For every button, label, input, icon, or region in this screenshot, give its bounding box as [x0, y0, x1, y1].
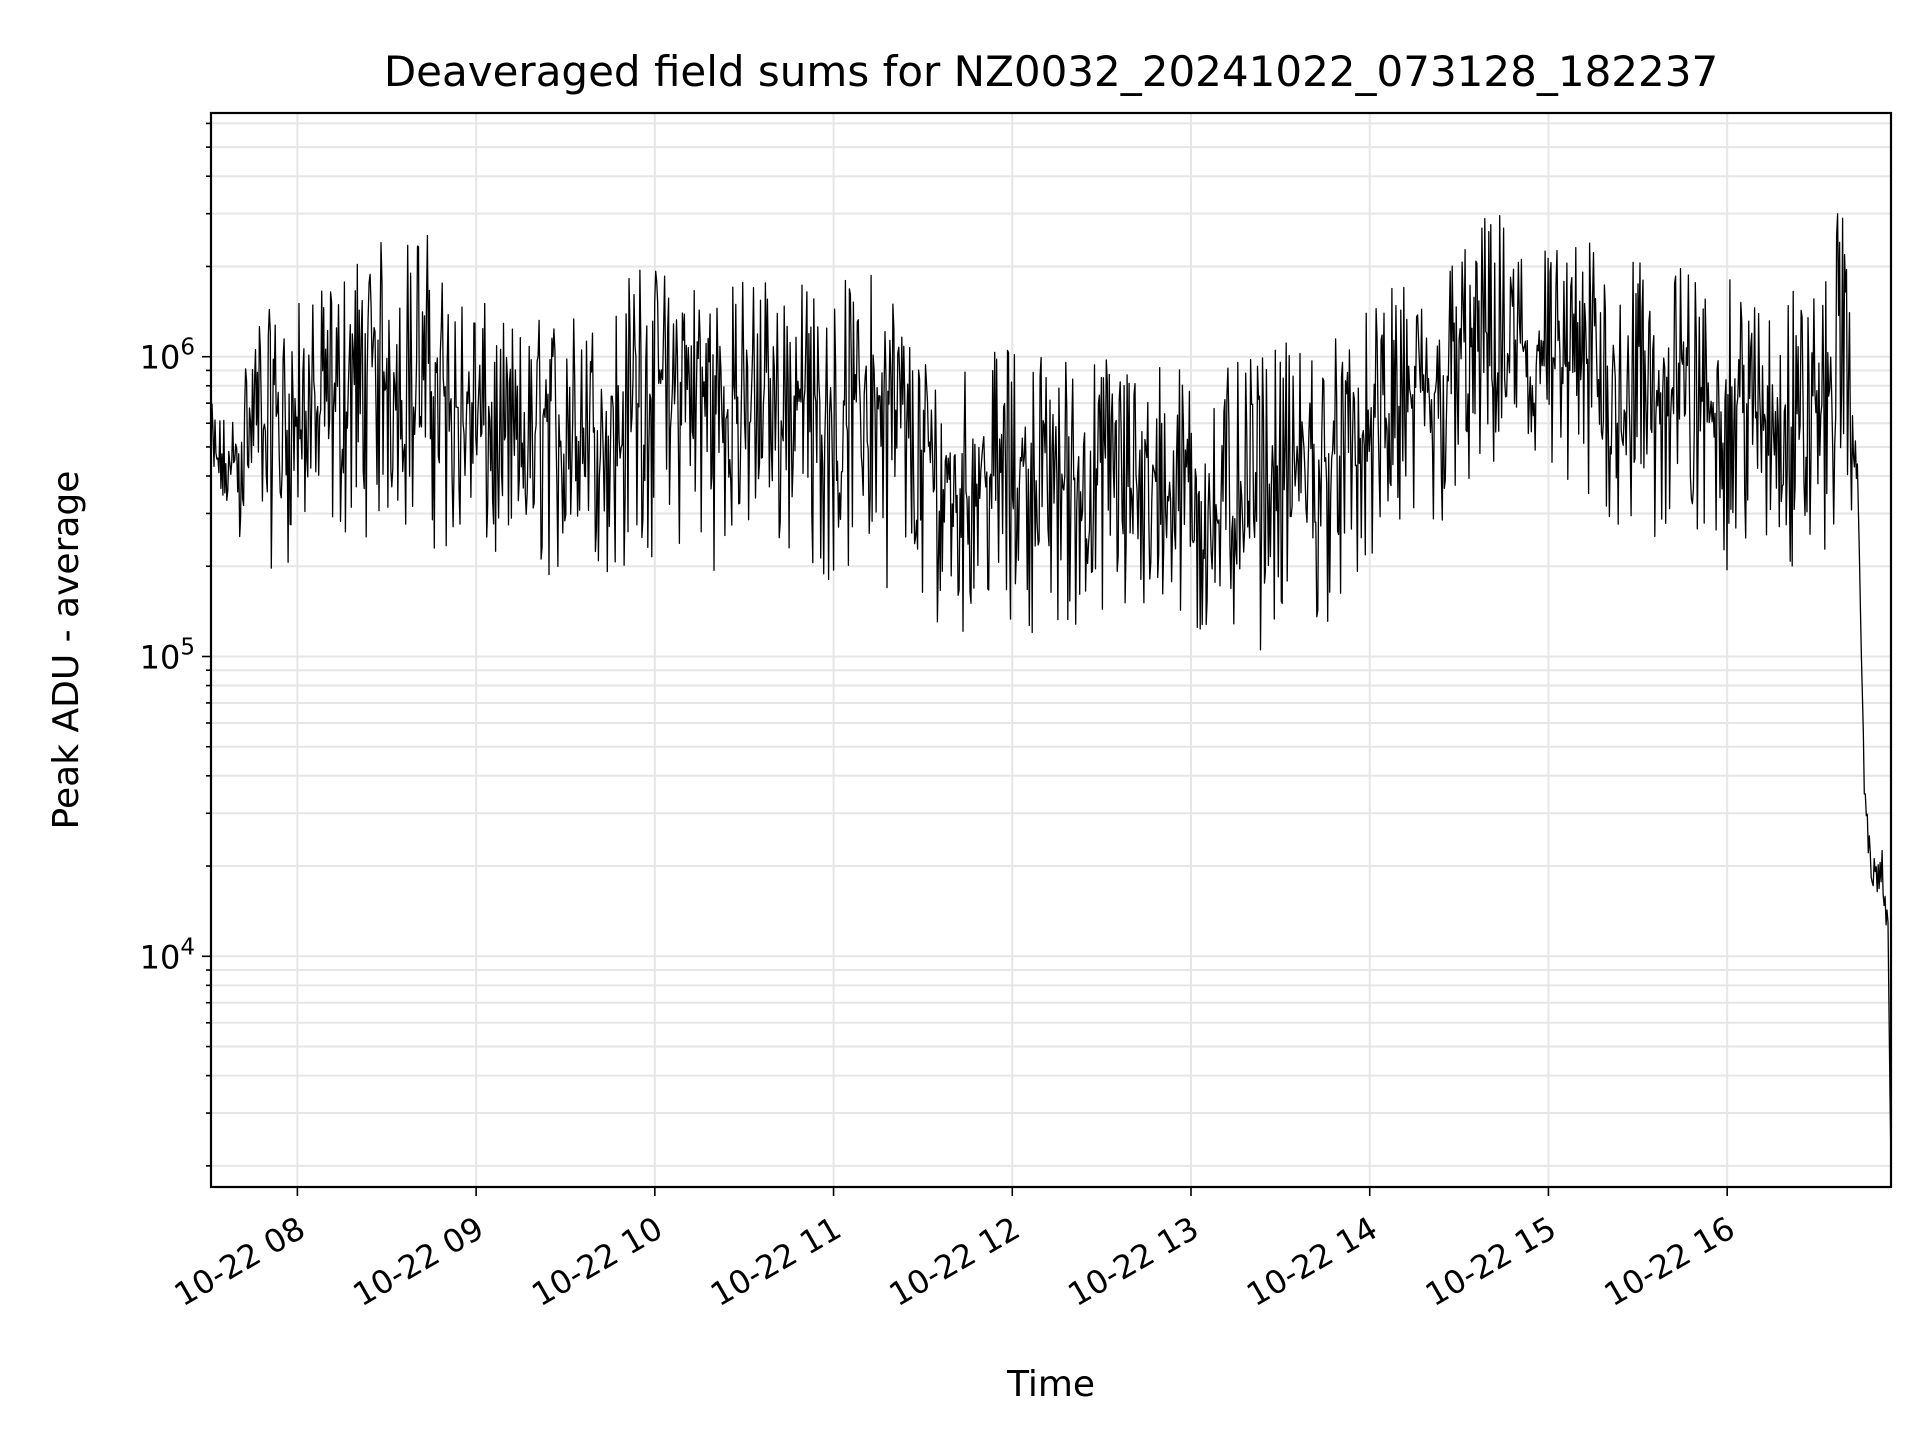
series-line [210, 213, 1892, 1173]
x-tick-label: 10-22 09 [347, 1209, 491, 1314]
x-tick-label: 10-22 16 [1598, 1209, 1742, 1314]
x-axis-label: Time [1006, 1364, 1095, 1405]
y-axis-label: Peak ADU - average [46, 471, 87, 830]
plot-frame [209, 111, 1893, 1189]
x-tick-label: 10-22 12 [883, 1209, 1027, 1314]
x-tick-label: 10-22 15 [1419, 1209, 1563, 1314]
y-axis: 104 105 106 [140, 122, 211, 1167]
x-tick-label: 10-22 14 [1240, 1209, 1384, 1314]
x-tick-label: 10-22 08 [168, 1209, 312, 1314]
y-tick-label: 106 [140, 335, 195, 377]
data-line [210, 213, 1892, 1173]
x-tick-label: 10-22 11 [704, 1209, 848, 1314]
y-tick-label: 105 [140, 634, 195, 676]
x-tick-label: 10-22 13 [1061, 1209, 1205, 1314]
x-tick-label: 10-22 10 [525, 1209, 669, 1314]
chart-title: Deaveraged field sums for NZ0032_2024102… [384, 47, 1718, 96]
grid [211, 113, 1891, 1187]
x-axis: 10-22 08 10-22 09 10-22 10 10-22 11 10-22 12… [168, 1187, 1741, 1314]
y-tick-label: 104 [140, 934, 195, 976]
